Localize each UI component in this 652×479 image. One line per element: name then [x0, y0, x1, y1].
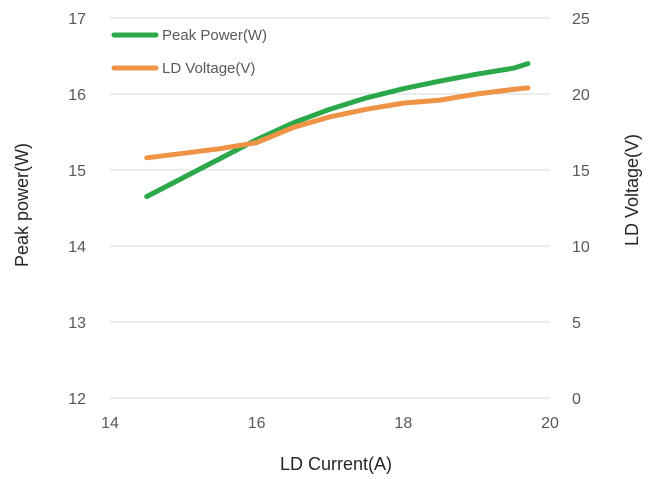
x-tick-label: 20	[541, 415, 559, 432]
grid	[110, 17, 550, 399]
series-lines	[144, 61, 531, 200]
series-line-ld-voltage	[144, 85, 531, 161]
y2-tick-label: 10	[572, 239, 590, 256]
y-axis-title-left: Peak power(W)	[12, 143, 32, 267]
y-tick-label: 17	[68, 11, 86, 28]
x-axis-title: LD Current(A)	[280, 454, 392, 474]
y-tick-label: 13	[68, 315, 86, 332]
legend-label: Peak Power(W)	[162, 27, 267, 44]
y-tick-label: 15	[68, 163, 86, 180]
legend: Peak Power(W) LD Voltage(V)	[111, 27, 267, 77]
x-tick-label: 14	[101, 415, 119, 432]
y2-tick-label: 15	[572, 163, 590, 180]
y-tick-label: 12	[68, 391, 86, 408]
y-tick-label: 16	[68, 87, 86, 104]
series-line-peak-power	[144, 61, 531, 200]
x-tick-label: 16	[248, 415, 266, 432]
x-tick-label: 18	[394, 415, 412, 432]
tick-labels: 12 13 14 15 16 17 0 5 10 15 20 25 14 16 18 20	[68, 11, 590, 432]
y-axis-title-right: LD Voltage(V)	[622, 134, 642, 246]
y-tick-label: 14	[68, 239, 86, 256]
y2-tick-label: 25	[572, 11, 590, 28]
y2-tick-label: 5	[572, 315, 581, 332]
legend-label: LD Voltage(V)	[162, 60, 255, 77]
y2-tick-label: 20	[572, 87, 590, 104]
y2-tick-label: 0	[572, 391, 581, 408]
